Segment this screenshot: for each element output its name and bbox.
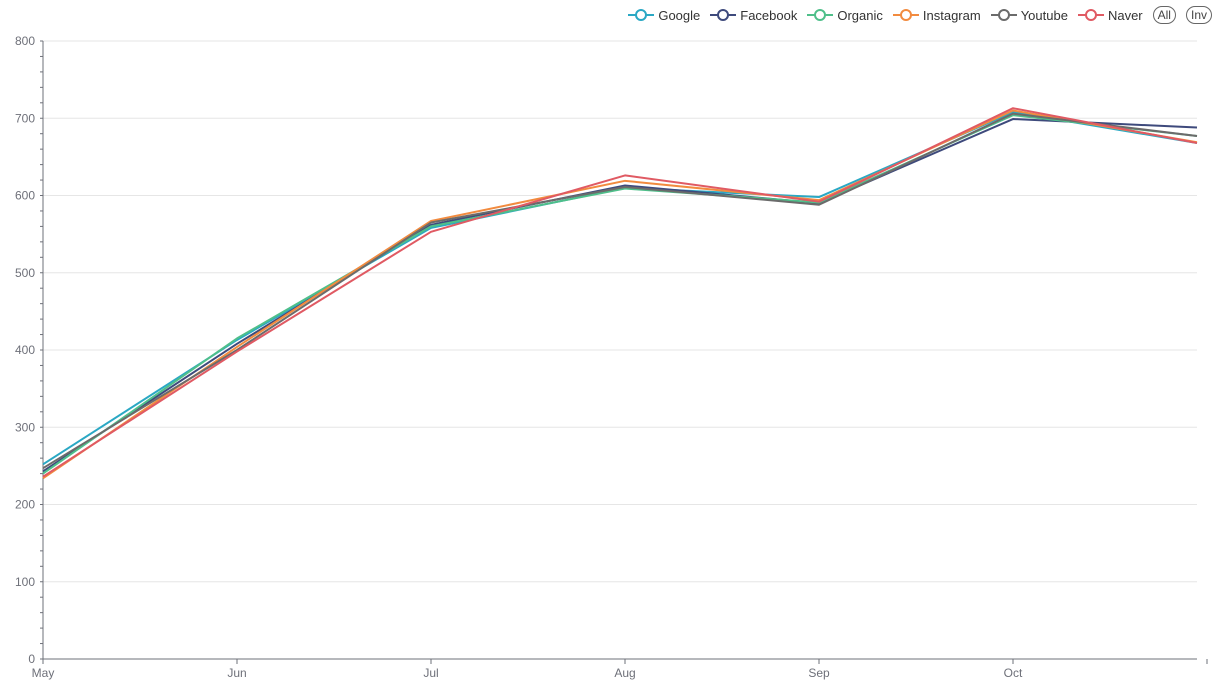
x-tick-label: Sep — [808, 666, 830, 680]
y-tick-label: 200 — [15, 498, 35, 512]
y-tick-label: 0 — [28, 652, 35, 666]
x-tick-label: Aug — [614, 666, 635, 680]
x-tick-label: Jul — [423, 666, 438, 680]
legend-label: Organic — [837, 7, 883, 23]
legend-label: Youtube — [1020, 7, 1068, 23]
legend-label: Google — [658, 7, 701, 23]
legend-marker-icon — [807, 9, 834, 21]
y-tick-label: 300 — [15, 420, 35, 434]
legend-marker-icon — [1077, 9, 1104, 21]
y-tick-label: 600 — [15, 189, 35, 203]
x-tick-label: Oct — [1004, 666, 1023, 680]
y-tick-label: 100 — [15, 575, 35, 589]
y-tick-label: 400 — [15, 343, 35, 357]
series-line-instagram[interactable] — [42, 109, 1198, 480]
legend-item-naver[interactable]: Naver — [1077, 7, 1143, 23]
y-tick-label: 500 — [15, 266, 35, 280]
legend-marker-icon — [990, 9, 1017, 21]
legend-item-organic[interactable]: Organic — [807, 8, 883, 23]
legend-marker-icon — [892, 9, 919, 21]
x-tick-label: May — [32, 666, 55, 680]
legend-item-google[interactable]: Google — [628, 8, 700, 23]
legend-item-instagram[interactable]: Instagram — [892, 7, 981, 23]
y-tick-label: 700 — [15, 111, 35, 125]
legend-label: Facebook — [740, 7, 798, 23]
legend-label: Instagram — [922, 7, 981, 23]
series-line-organic[interactable] — [42, 114, 1198, 475]
series-line-naver[interactable] — [42, 107, 1198, 478]
legend-items: Google Facebook Organic Instagram Youtube Nav… — [628, 7, 1143, 23]
select-all-button[interactable]: All — [1152, 6, 1176, 24]
legend-label: Naver — [1107, 7, 1143, 23]
y-tick-label: 800 — [15, 34, 35, 48]
legend-marker-icon — [628, 9, 655, 21]
x-tick-label: Jun — [227, 666, 246, 680]
invert-selection-button[interactable]: Inv — [1185, 6, 1212, 24]
legend-item-facebook[interactable]: Facebook — [710, 8, 797, 23]
series-line-youtube[interactable] — [42, 112, 1198, 470]
series-line-facebook[interactable] — [42, 118, 1198, 473]
legend-item-youtube[interactable]: Youtube — [990, 7, 1068, 23]
legend: Google Facebook Organic Instagram Youtube Nav… — [628, 6, 1212, 24]
series-line-google[interactable] — [42, 111, 1198, 466]
legend-marker-icon — [710, 9, 737, 21]
